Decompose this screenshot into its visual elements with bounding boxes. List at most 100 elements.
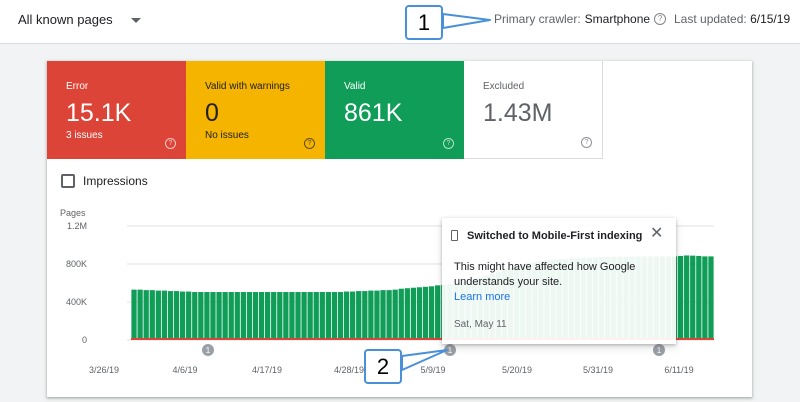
bar-valid xyxy=(137,289,143,340)
annotation-marker-label: 1 xyxy=(448,346,453,355)
chevron-down-icon xyxy=(130,18,141,23)
bar-valid xyxy=(319,292,325,340)
annotation-marker-label: 1 xyxy=(657,346,662,355)
tile-label: Error xyxy=(66,81,89,92)
updated-value: 6/15/19 xyxy=(750,12,791,26)
bar-valid xyxy=(222,292,228,340)
bar-valid xyxy=(337,292,344,340)
x-tick-label: 5/31/19 xyxy=(583,365,613,375)
tile-excluded[interactable]: Excluded 1.43M ? xyxy=(464,61,603,159)
close-icon[interactable]: ✕ xyxy=(650,225,664,242)
bar-valid xyxy=(690,255,696,340)
bar-valid xyxy=(374,290,380,340)
tile-sub: 3 issues xyxy=(66,130,103,141)
bar-valid xyxy=(186,291,192,340)
tile-sub: No issues xyxy=(205,130,249,141)
bar-valid xyxy=(252,292,259,340)
updated-label: Last updated: xyxy=(674,12,747,26)
annotation-tooltip: Switched to Mobile-First indexing ✕ This… xyxy=(442,218,676,344)
bar-valid xyxy=(702,256,708,340)
bar-valid xyxy=(313,292,319,340)
bar-valid xyxy=(331,292,338,340)
annotation-marker-label: 1 xyxy=(206,346,211,355)
help-icon[interactable]: ? xyxy=(165,138,176,149)
bar-valid xyxy=(386,290,392,340)
top-bar: All known pages Primary crawler: Smartph… xyxy=(0,0,800,44)
bar-valid xyxy=(234,292,240,340)
tile-value: 1.43M xyxy=(483,99,553,127)
y-tick-label: 400K xyxy=(66,297,87,307)
last-updated: Last updated: 6/15/19 xyxy=(674,12,790,26)
annotation-marker xyxy=(202,344,214,356)
x-tick-label: 5/20/19 xyxy=(502,365,532,375)
bar-valid xyxy=(416,287,423,340)
x-tick-label: 6/11/19 xyxy=(664,365,693,375)
help-icon[interactable]: ? xyxy=(304,138,315,149)
bar-valid xyxy=(258,292,265,340)
bar-valid xyxy=(192,292,198,340)
bar-valid xyxy=(289,292,295,340)
bar-valid xyxy=(301,292,307,340)
page-filter-dropdown[interactable]: All known pages xyxy=(18,12,141,27)
bar-valid xyxy=(198,292,204,340)
tile-value: 861K xyxy=(344,99,403,127)
bar-valid xyxy=(143,290,149,340)
y-tick-label: 800K xyxy=(66,259,87,269)
bar-valid xyxy=(677,255,684,340)
y-tick-label: 0 xyxy=(82,335,87,345)
bar-valid xyxy=(295,292,301,340)
impressions-toggle[interactable]: Impressions xyxy=(61,174,148,188)
bar-valid xyxy=(356,291,362,340)
y-tick-label: 1.2M xyxy=(67,221,87,231)
bar-valid xyxy=(307,292,313,340)
bar-valid xyxy=(696,255,702,340)
help-icon[interactable]: ? xyxy=(581,137,592,148)
bar-valid xyxy=(131,289,137,340)
bar-valid xyxy=(155,290,161,340)
callout-number-1: 1 xyxy=(405,5,443,40)
tile-valid-with-warnings[interactable]: Valid with warnings 0 No issues ? xyxy=(186,61,325,159)
bar-valid xyxy=(404,288,410,340)
bar-valid xyxy=(410,287,417,340)
bar-valid xyxy=(228,292,234,340)
tile-label: Excluded xyxy=(483,81,525,92)
bar-valid xyxy=(428,286,435,340)
bar-valid xyxy=(204,292,210,340)
smartphone-icon xyxy=(451,230,458,241)
bar-valid xyxy=(435,285,441,340)
tile-value: 0 xyxy=(205,99,219,127)
x-tick-label: 4/17/19 xyxy=(252,365,282,375)
bar-valid xyxy=(216,292,222,340)
bar-error-series xyxy=(131,338,714,340)
bar-valid xyxy=(708,256,714,340)
crawler-label: Primary crawler: xyxy=(494,12,581,26)
callout-number-2: 2 xyxy=(364,349,402,384)
primary-crawler: Primary crawler: Smartphone ? xyxy=(494,12,667,26)
impressions-label: Impressions xyxy=(83,174,148,188)
tile-error[interactable]: Error 15.1K 3 issues ? xyxy=(47,61,186,159)
impressions-checkbox[interactable] xyxy=(61,174,75,188)
bar-valid xyxy=(350,291,356,340)
bar-valid xyxy=(161,290,168,340)
bar-valid xyxy=(210,292,216,340)
bar-valid xyxy=(392,289,398,340)
bar-valid xyxy=(325,292,332,340)
bar-valid xyxy=(149,290,155,340)
page-filter-label: All known pages xyxy=(18,12,113,27)
annotation-marker xyxy=(653,344,665,356)
bar-valid xyxy=(246,292,253,340)
bar-valid xyxy=(173,291,180,340)
tooltip-body: This might have affected how Google unde… xyxy=(454,261,636,288)
learn-more-link[interactable]: Learn more xyxy=(454,291,511,303)
bar-valid xyxy=(343,291,350,340)
x-tick-label: 3/26/19 xyxy=(89,365,119,375)
tile-label: Valid with warnings xyxy=(205,81,290,92)
bar-valid xyxy=(271,292,277,340)
bar-valid xyxy=(368,290,374,340)
x-tick-label: 5/9/19 xyxy=(420,365,445,375)
bar-valid xyxy=(277,292,283,340)
tile-valid[interactable]: Valid 861K ? xyxy=(325,61,464,159)
help-icon[interactable]: ? xyxy=(443,138,454,149)
bar-valid xyxy=(283,292,289,340)
help-icon[interactable]: ? xyxy=(654,13,667,25)
